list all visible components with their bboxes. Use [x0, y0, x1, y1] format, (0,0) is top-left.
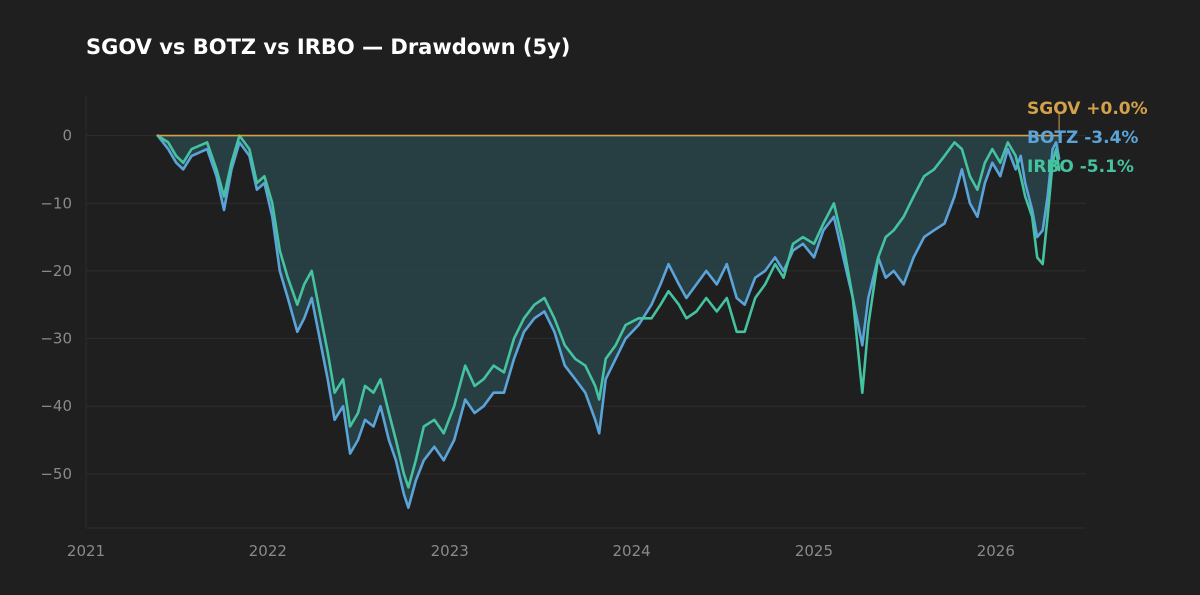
y-tick-label: −10: [40, 194, 72, 212]
drawdown-fill-area: [157, 135, 1060, 508]
x-axis-ticks: 2021 2022 2023 2024 2025 2026: [67, 542, 1015, 560]
end-label-irbo: IRBO -5.1%: [1027, 157, 1134, 177]
y-tick-label: −50: [40, 465, 72, 483]
drawdown-area-layer: [157, 135, 1060, 508]
x-tick-label: 2026: [977, 542, 1015, 560]
x-tick-label: 2024: [612, 542, 650, 560]
y-tick-label: −20: [40, 262, 72, 280]
end-label-sgov: SGOV +0.0%: [1027, 99, 1148, 119]
chart-title: SGOV vs BOTZ vs IRBO — Drawdown (5y): [86, 35, 570, 59]
end-labels: SGOV +0.0% BOTZ -3.4% IRBO -5.1%: [1027, 99, 1148, 177]
y-axis-ticks: 0 −10 −20 −30 −40 −50: [40, 127, 72, 483]
y-tick-label: 0: [62, 127, 72, 145]
y-tick-label: −40: [40, 397, 72, 415]
x-tick-label: 2021: [67, 542, 105, 560]
x-tick-label: 2023: [431, 542, 469, 560]
y-tick-label: −30: [40, 330, 72, 348]
x-tick-label: 2025: [795, 542, 833, 560]
series-line-botz: [156, 134, 1061, 509]
series-layer: [156, 111, 1061, 509]
x-tick-label: 2022: [249, 542, 287, 560]
series-line-irbo: [156, 134, 1061, 489]
end-label-botz: BOTZ -3.4%: [1027, 128, 1138, 148]
